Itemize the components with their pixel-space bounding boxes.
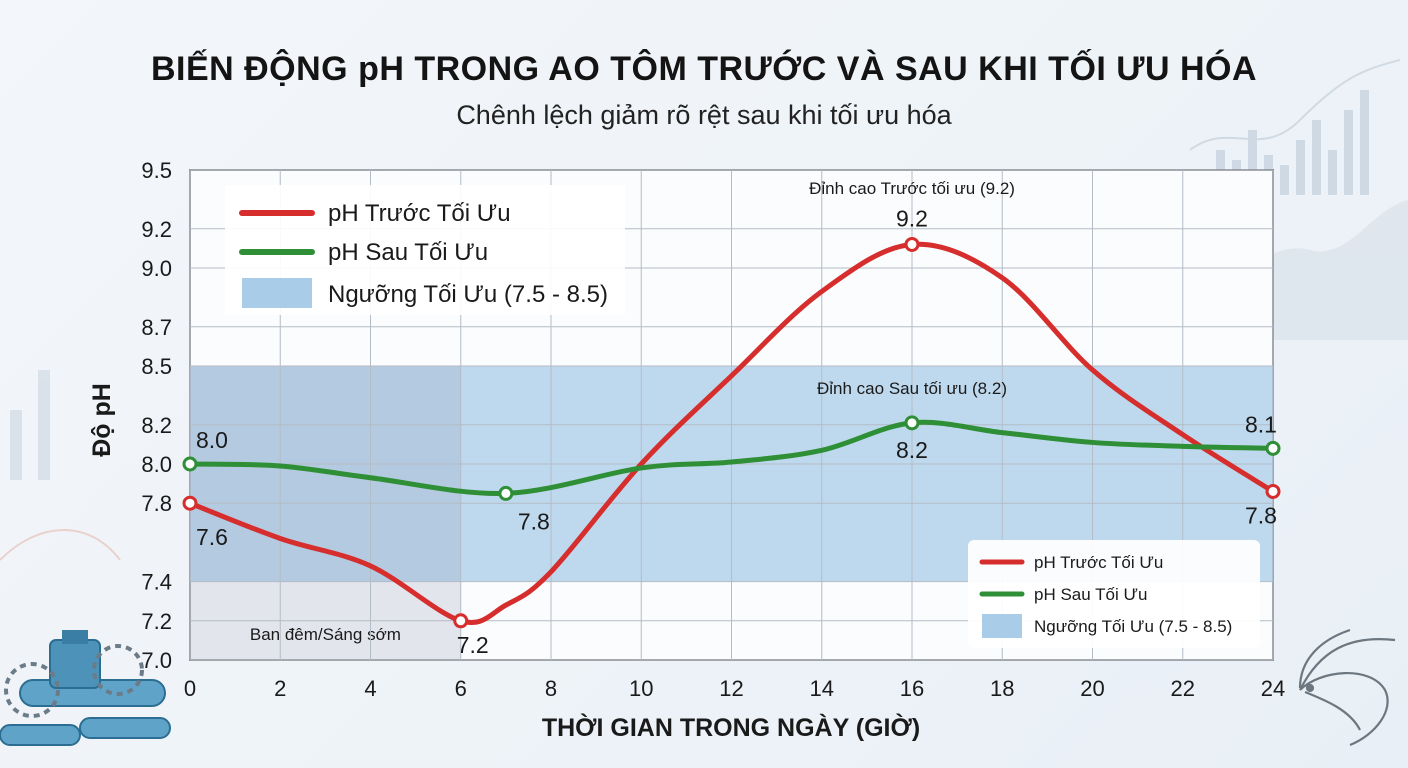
legend-label-before: pH Trước Tối Ưu: [328, 200, 511, 227]
x-tick-label: 6: [455, 676, 467, 701]
legend-label-after: pH Sau Tối Ưu: [328, 239, 488, 266]
data-label-before: 7.6: [196, 524, 228, 550]
legend-top-left: pH Trước Tối Ưu pH Sau Tối Ưu Ngưỡng Tối…: [225, 185, 625, 315]
data-label-after: 8.2: [896, 437, 928, 463]
x-tick-label: 16: [900, 676, 924, 701]
y-tick-label: 7.8: [141, 491, 172, 516]
legend-small-swatch-band: [982, 614, 1022, 638]
marker-after: [182, 456, 198, 472]
series-line-before: [187, 241, 1276, 625]
y-tick-label: 9.2: [141, 217, 172, 242]
chart-title: BIẾN ĐỘNG pH TRONG AO TÔM TRƯỚC VÀ SAU K…: [150, 50, 1258, 88]
data-label-after: 8.1: [1245, 411, 1277, 437]
night-region: [190, 366, 461, 660]
legend-small-label-before: pH Trước Tối Ưu: [1034, 553, 1163, 572]
x-tick-label: 22: [1171, 676, 1195, 701]
legend-bottom-right: pH Trước Tối Ưu pH Sau Tối Ưu Ngưỡng Tối…: [968, 540, 1260, 648]
x-axis-label: THỜI GIAN TRONG NGÀY (GIỜ): [542, 712, 920, 742]
marker-before: [182, 495, 198, 511]
x-tick-label: 8: [545, 676, 557, 701]
x-tick-label: 20: [1080, 676, 1104, 701]
y-tick-label: 9.0: [141, 256, 172, 281]
y-tick-label: 7.0: [141, 648, 172, 673]
x-tick-label: 14: [810, 676, 834, 701]
legend-small-label-band: Ngưỡng Tối Ưu (7.5 - 8.5): [1034, 617, 1232, 636]
legend-small-label-after: pH Sau Tối Ưu: [1034, 585, 1147, 604]
legend-swatch-band: [242, 278, 312, 308]
marker-after: [1265, 440, 1281, 456]
x-tick-label: 24: [1261, 676, 1285, 701]
y-tick-label: 7.2: [141, 609, 172, 634]
y-tick-label: 8.7: [141, 315, 172, 340]
marker-after: [904, 415, 920, 431]
annotation-peak-after: Đỉnh cao Sau tối ưu (8.2): [817, 379, 1007, 398]
legend-label-band: Ngưỡng Tối Ưu (7.5 - 8.5): [328, 281, 608, 308]
data-label-after: 8.0: [196, 427, 228, 453]
y-tick-label: 7.4: [141, 570, 172, 595]
y-axis-label: Độ pH: [88, 383, 116, 457]
x-tick-label: 12: [719, 676, 743, 701]
y-tick-label: 8.2: [141, 413, 172, 438]
trend-line-decoration-icon: [1189, 59, 1401, 151]
y-tick-label: 8.5: [141, 354, 172, 379]
x-tick-label: 2: [274, 676, 286, 701]
marker-before: [453, 613, 469, 629]
marker-before: [1265, 483, 1281, 499]
marker-before: [904, 236, 920, 252]
left-bars-decoration-icon: [10, 370, 50, 480]
shrimp-icon: [1298, 628, 1396, 747]
data-label-before: 7.8: [1245, 502, 1277, 528]
x-tick-label: 0: [184, 676, 196, 701]
series-line-after: [187, 419, 1276, 497]
x-tick-label: 4: [364, 676, 376, 701]
marker-after: [498, 485, 514, 501]
x-tick-label: 18: [990, 676, 1014, 701]
chart-subtitle: Chênh lệch giảm rõ rệt sau khi tối ưu hó…: [456, 100, 952, 130]
y-tick-label: 9.5: [141, 158, 172, 183]
data-label-before: 9.2: [896, 205, 928, 231]
data-label-before: 7.2: [457, 632, 489, 658]
data-label-after: 7.8: [518, 508, 550, 534]
legend-frame-small: [968, 540, 1260, 648]
left-curve-decoration-icon: [0, 529, 121, 561]
y-tick-label: 8.0: [141, 452, 172, 477]
x-tick-label: 10: [629, 676, 653, 701]
night-region-label: Ban đêm/Sáng sớm: [250, 625, 401, 644]
paddle-wheel-aerator-icon: [0, 630, 171, 746]
annotation-peak-before: Đỉnh cao Trước tối ưu (9.2): [809, 179, 1015, 198]
